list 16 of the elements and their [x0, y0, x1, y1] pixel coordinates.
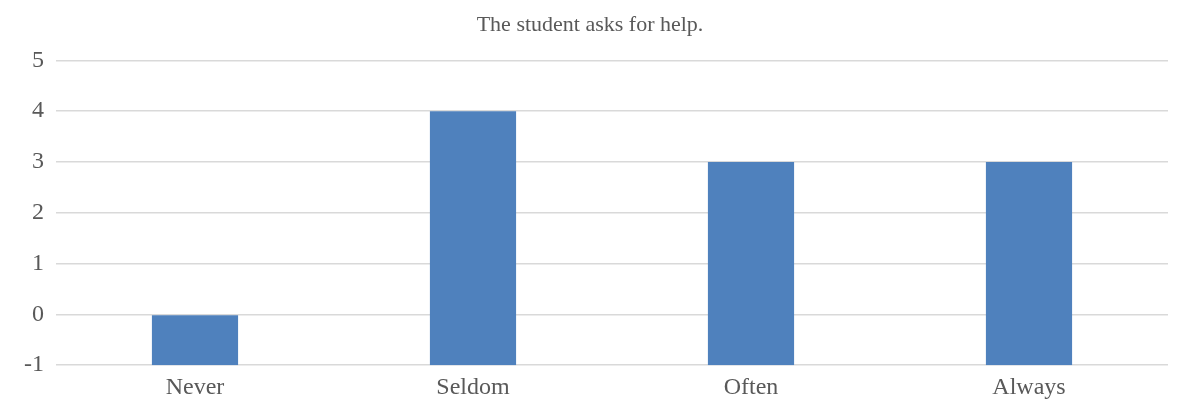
- y-tick-label: 5: [31, 45, 44, 72]
- y-tick-label: 4: [31, 96, 44, 123]
- y-tick-label: 3: [31, 147, 44, 174]
- chart-title: The student asks for help.: [476, 10, 704, 36]
- bar: [429, 111, 517, 366]
- x-tick-label: Seldom: [436, 372, 510, 399]
- x-tick-label: Always: [992, 372, 1066, 399]
- x-tick-label: Often: [723, 372, 779, 399]
- y-tick-label: -1: [23, 350, 44, 377]
- bar: [985, 162, 1073, 366]
- x-tick-label: Never: [165, 372, 225, 399]
- bar: [151, 315, 239, 366]
- y-tick-label: 1: [31, 248, 44, 275]
- y-tick-label: 0: [31, 299, 44, 326]
- bar: [707, 162, 795, 366]
- y-tick-label: 2: [31, 198, 44, 225]
